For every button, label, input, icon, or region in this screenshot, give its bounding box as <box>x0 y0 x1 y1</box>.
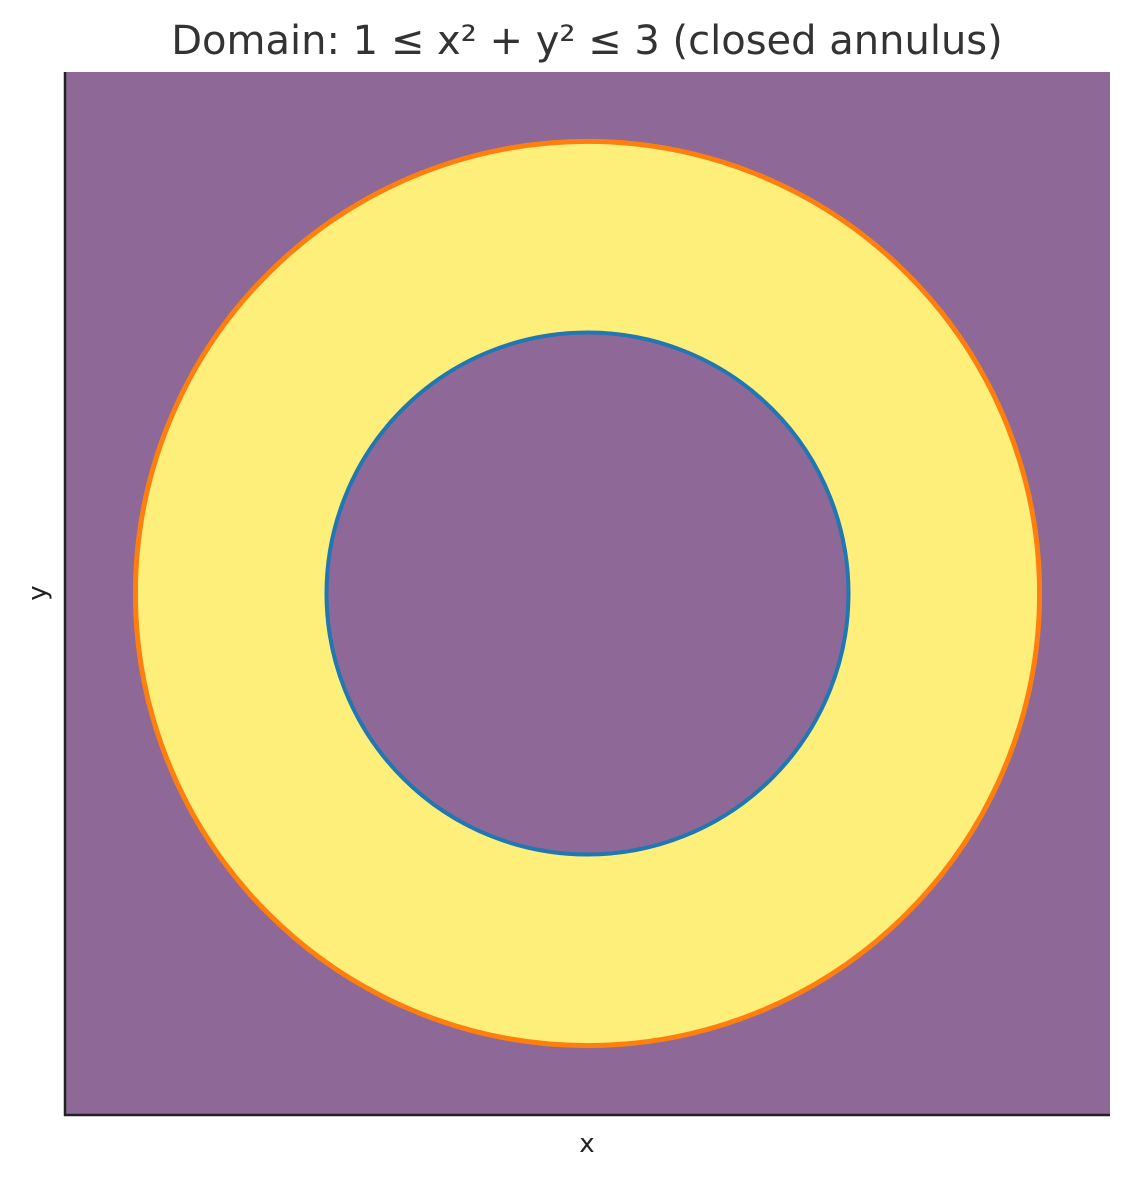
inner-hole-region <box>326 332 849 855</box>
outer-boundary-circle <box>132 138 1043 1049</box>
chart-title: Domain: 1 ≤ x² + y² ≤ 3 (closed annulus) <box>171 18 1002 64</box>
x-axis-label: x <box>579 1129 594 1159</box>
y-axis-label: y <box>23 585 53 600</box>
inner-boundary-circle <box>324 330 851 857</box>
